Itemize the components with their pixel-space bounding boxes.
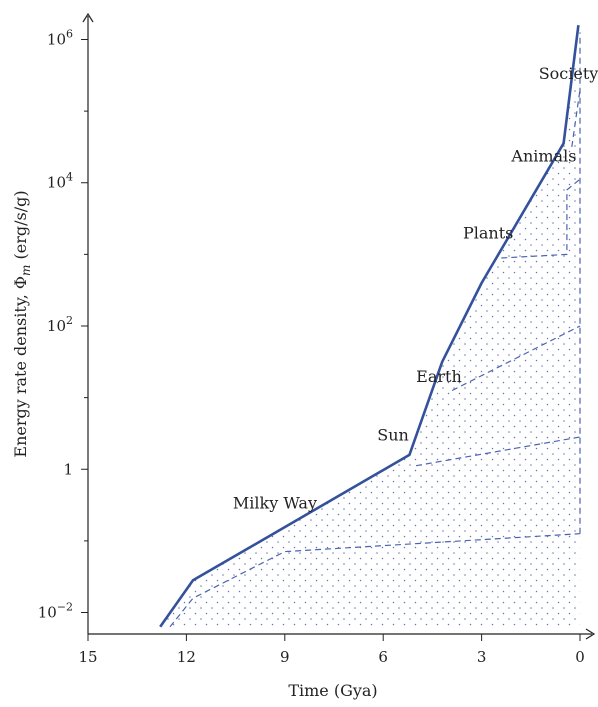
annotation-animals: Animals — [510, 146, 576, 165]
annotation-earth: Earth — [416, 367, 462, 386]
dotted-region — [160, 25, 580, 627]
lower-bound-line-2 — [415, 436, 581, 467]
y-axis-title-prefix: Energy rate density, Φ — [11, 276, 30, 458]
x-tick-label-0: 0 — [575, 648, 585, 666]
x-tick-label-15: 15 — [78, 648, 97, 666]
energy-rate-density-line — [159, 25, 580, 628]
x-axis-title: Time (Gya) — [288, 681, 377, 700]
annotation-milky-way: Milky Way — [233, 494, 317, 513]
annotation-sun: Sun — [377, 426, 409, 445]
y-axis-title-subscript: m — [19, 265, 33, 276]
x-tick-label-3: 3 — [477, 648, 487, 666]
y-axis-arrow — [82, 12, 94, 23]
annotation-society: Society — [539, 64, 598, 83]
x-tick-label-9: 9 — [280, 648, 290, 666]
annotation-plants: Plants — [463, 224, 513, 243]
y-tick-label-2: 102 — [47, 314, 73, 335]
y-axis-title-units: (erg/s/g) — [11, 190, 30, 264]
x-axis-arrow — [585, 628, 596, 640]
lower-bound-line-3 — [451, 325, 581, 392]
y-axis-title: Energy rate density, Φm (erg/s/g) — [11, 190, 33, 457]
y-tick-label-4: 104 — [47, 171, 73, 192]
y-tick-label--2: 10−2 — [38, 601, 73, 622]
x-tick-label-6: 6 — [378, 648, 388, 666]
y-tick-label-6: 106 — [47, 27, 73, 48]
x-tick-label-12: 12 — [177, 648, 196, 666]
lower-bound-line-4 — [501, 178, 581, 259]
y-tick-label-0: 1 — [63, 460, 73, 478]
